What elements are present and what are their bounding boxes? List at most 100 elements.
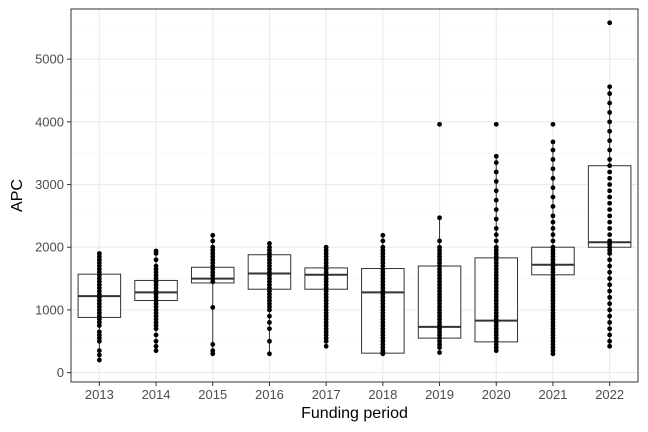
data-point [607, 182, 613, 187]
data-point [550, 185, 556, 191]
y-tick-label: 2000 [35, 240, 64, 255]
data-point [493, 178, 499, 184]
data-point [607, 219, 613, 225]
data-point [550, 147, 556, 153]
data-point [550, 166, 556, 172]
data-point [153, 257, 159, 263]
data-point [210, 238, 216, 244]
data-point [607, 91, 613, 97]
data-point [607, 194, 613, 200]
data-point [607, 326, 613, 332]
x-axis: 2013 2014 2015 2016 2017 2018 2019 2020 2021 2022 [85, 382, 624, 402]
data-point [607, 147, 613, 153]
data-point [493, 238, 499, 244]
x-tick-label: 2019 [425, 387, 454, 402]
data-point [550, 351, 556, 357]
data-point [380, 238, 386, 244]
data-point [437, 215, 442, 221]
x-tick-label: 2013 [85, 387, 114, 402]
data-point [550, 213, 556, 219]
x-tick-label: 2017 [312, 387, 341, 402]
data-point [267, 307, 272, 313]
data-point [607, 188, 613, 194]
data-point [267, 241, 272, 246]
data-point [607, 251, 613, 256]
data-point [550, 139, 556, 145]
data-point [210, 305, 216, 310]
data-point [550, 121, 556, 127]
data-point [153, 338, 159, 344]
data-point [96, 352, 102, 358]
data-point [380, 232, 386, 238]
data-point [96, 348, 102, 354]
data-point [210, 232, 216, 238]
data-point [96, 338, 102, 344]
data-point [153, 326, 159, 332]
data-point [607, 294, 613, 300]
data-point [607, 338, 613, 344]
data-point [607, 257, 613, 263]
x-tick-label: 2018 [368, 387, 397, 402]
box-series [77, 86, 632, 361]
data-point [96, 323, 102, 328]
data-point [493, 232, 499, 238]
y-axis-title: APC [9, 179, 26, 212]
panel-border [70, 8, 639, 383]
y-tick-label: 1000 [35, 302, 64, 317]
x-tick-label: 2014 [142, 387, 171, 402]
data-point [607, 119, 613, 125]
data-point [607, 200, 613, 206]
data-point [153, 343, 159, 349]
minor-gridlines [71, 27, 638, 342]
data-point [607, 269, 613, 275]
y-tick-label: 4000 [35, 114, 64, 129]
data-point [607, 301, 613, 307]
data-point [607, 232, 613, 238]
data-point [550, 204, 556, 209]
data-point [607, 213, 613, 219]
data-point [607, 226, 613, 231]
data-point [607, 263, 613, 269]
data-point [493, 188, 499, 194]
data-point [550, 157, 556, 162]
data-point [437, 350, 442, 355]
data-point [607, 288, 613, 294]
data-point [607, 138, 613, 144]
x-axis-title: Funding period [301, 405, 408, 422]
data-point [153, 332, 159, 338]
data-point [210, 351, 216, 357]
data-point [323, 338, 329, 344]
data-point [550, 226, 556, 231]
data-point [607, 332, 613, 338]
x-tick-label: 2021 [538, 387, 567, 402]
x-tick-label: 2015 [198, 387, 227, 402]
data-point [493, 216, 499, 222]
data-point [267, 338, 272, 344]
data-point [550, 194, 556, 200]
data-point [210, 341, 216, 347]
x-tick-label: 2022 [595, 387, 624, 402]
data-point [550, 175, 556, 181]
y-axis: 0 1000 2000 3000 4000 5000 [35, 52, 71, 380]
data-point [493, 348, 499, 354]
data-point [153, 348, 159, 354]
data-point [437, 345, 442, 350]
data-point [550, 219, 556, 225]
data-point [607, 169, 613, 175]
data-point [493, 121, 499, 127]
data-point [493, 197, 499, 203]
data-point [607, 163, 613, 169]
data-point [607, 307, 613, 313]
data-point [607, 157, 613, 162]
data-point [607, 320, 613, 325]
data-point [607, 276, 613, 281]
data-point [493, 207, 499, 213]
data-point [267, 326, 272, 332]
data-point [607, 313, 613, 319]
data-point [607, 128, 613, 134]
data-point [96, 357, 102, 363]
data-point [607, 110, 613, 115]
data-point [493, 160, 499, 165]
data-point [153, 251, 159, 256]
data-point [607, 282, 613, 288]
